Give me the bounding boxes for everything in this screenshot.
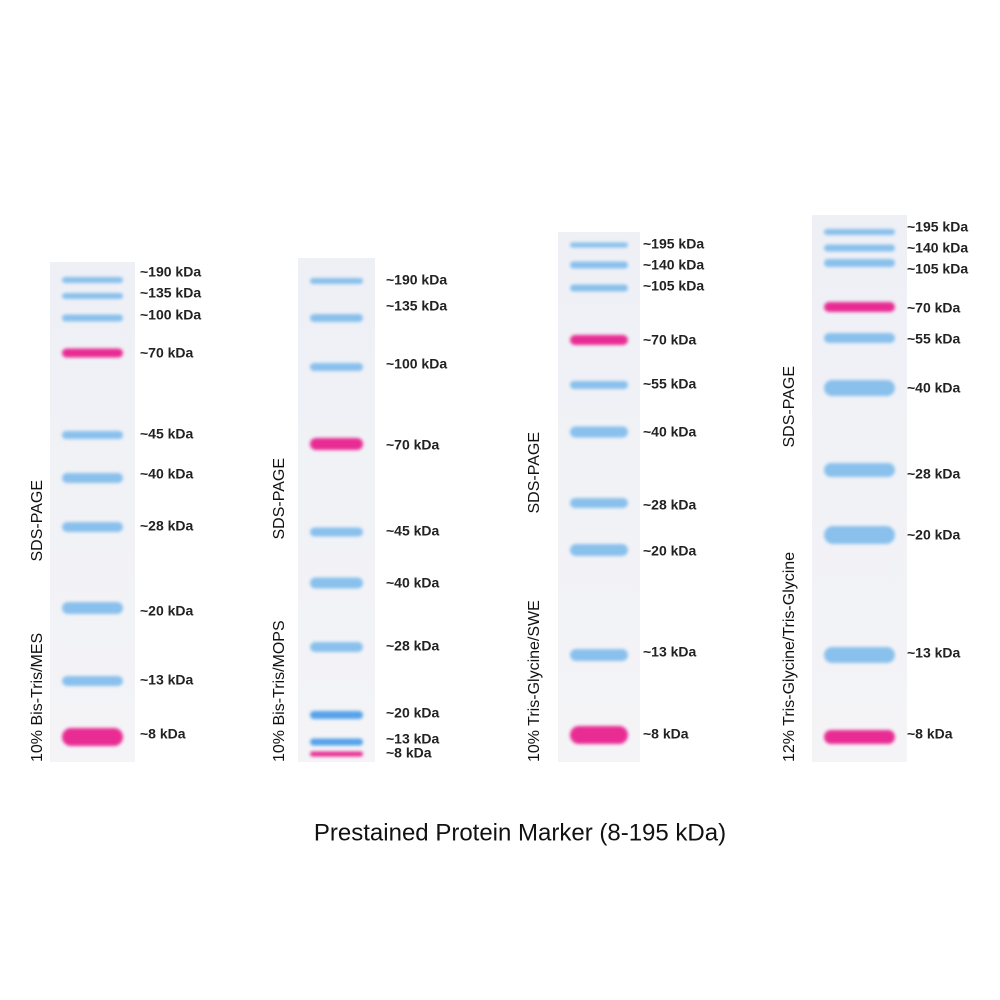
band [310, 751, 363, 757]
band [570, 426, 628, 438]
band-label: ~70 kDa [140, 345, 194, 361]
band-label: ~190 kDa [386, 272, 447, 288]
band-label: ~40 kDa [386, 575, 440, 591]
band [62, 348, 123, 358]
band [62, 314, 123, 322]
band [824, 647, 895, 663]
band [570, 649, 628, 661]
band [62, 602, 123, 614]
band [570, 284, 628, 292]
band-label: ~70 kDa [907, 300, 961, 316]
band-label: ~13 kDa [907, 645, 961, 661]
gel-lane [298, 258, 375, 762]
band-label: ~28 kDa [907, 466, 961, 482]
band [62, 676, 123, 686]
band [570, 242, 628, 248]
band-label: ~13 kDa [643, 644, 697, 660]
gel-method: SDS-PAGE [29, 480, 46, 562]
band [824, 333, 895, 343]
figure-title: Prestained Protein Marker (8-195 kDa) [314, 819, 726, 846]
band-label: ~40 kDa [907, 380, 961, 396]
band [824, 380, 895, 396]
band-label: ~100 kDa [386, 356, 447, 372]
gel-label: 10% Tris-Glycine/SWE [526, 600, 543, 762]
band [570, 498, 628, 508]
band-label: ~140 kDa [907, 240, 968, 256]
band-label: ~100 kDa [140, 307, 201, 323]
band [62, 728, 123, 746]
gel-lane [50, 262, 135, 762]
band-label: ~13 kDa [140, 672, 194, 688]
gel-method: SDS-PAGE [271, 458, 288, 540]
gel-lane [558, 232, 640, 762]
band [570, 726, 628, 744]
band [310, 642, 363, 652]
band [62, 473, 123, 483]
band [824, 244, 895, 252]
band [824, 259, 895, 267]
band-label: ~20 kDa [643, 543, 697, 559]
gel-label: 10% Bis-Tris/MOPS [271, 620, 288, 762]
band-label: ~105 kDa [643, 278, 704, 294]
gel-lane [812, 215, 907, 762]
band [62, 277, 123, 283]
band-label: ~55 kDa [907, 331, 961, 347]
band-label: ~195 kDa [643, 236, 704, 252]
band-label: ~28 kDa [386, 638, 440, 654]
band [310, 314, 363, 322]
band-label: ~40 kDa [140, 466, 194, 482]
band-label: ~8 kDa [643, 726, 689, 742]
band [310, 363, 363, 371]
band-label: ~45 kDa [140, 426, 194, 442]
band-label: ~55 kDa [643, 376, 697, 392]
band-label: ~8 kDa [386, 745, 432, 761]
band [310, 278, 363, 284]
band-label: ~8 kDa [140, 726, 186, 742]
band [570, 381, 628, 389]
gel-label: 12% Tris-Glycine/Tris-Glycine [781, 552, 798, 762]
band-label: ~28 kDa [643, 497, 697, 513]
gel-label: 10% Bis-Tris/MES [29, 633, 46, 762]
band-label: ~190 kDa [140, 264, 201, 280]
band [62, 522, 123, 532]
band-label: ~20 kDa [140, 603, 194, 619]
band-label: ~8 kDa [907, 726, 953, 742]
band [310, 438, 363, 450]
band [570, 261, 628, 269]
band-label: ~20 kDa [386, 705, 440, 721]
band [570, 335, 628, 345]
band-label: ~135 kDa [140, 285, 201, 301]
band [310, 527, 363, 537]
band [824, 229, 895, 235]
band [824, 463, 895, 477]
band-label: ~13 kDa [386, 731, 440, 747]
band-label: ~45 kDa [386, 523, 440, 539]
band [310, 577, 363, 589]
band [310, 711, 363, 719]
band-label: ~70 kDa [643, 332, 697, 348]
band-label: ~70 kDa [386, 437, 440, 453]
band-label: ~195 kDa [907, 219, 968, 235]
band [570, 544, 628, 556]
band [310, 738, 363, 746]
band [62, 293, 123, 299]
band-label: ~20 kDa [907, 527, 961, 543]
gel-method: SDS-PAGE [526, 432, 543, 514]
band [824, 302, 895, 312]
band [62, 431, 123, 439]
band [824, 526, 895, 544]
band-label: ~105 kDa [907, 261, 968, 277]
band [824, 730, 895, 744]
band-label: ~28 kDa [140, 518, 194, 534]
band-label: ~135 kDa [386, 298, 447, 314]
band-label: ~40 kDa [643, 424, 697, 440]
gel-method: SDS-PAGE [781, 366, 798, 448]
band-label: ~140 kDa [643, 257, 704, 273]
